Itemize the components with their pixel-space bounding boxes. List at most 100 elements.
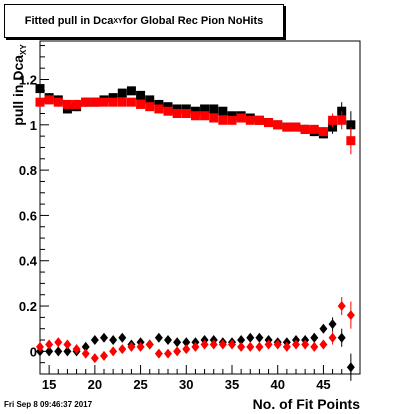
x-tick-label: 35 [225,377,239,392]
data-point [126,86,136,96]
data-point [200,339,209,350]
data-point [53,97,63,107]
data-point [292,339,300,350]
data-point [108,93,118,103]
data-point [172,108,182,118]
data-point [172,104,182,114]
data-point [310,341,319,352]
data-point [35,84,45,94]
x-tick-label: 20 [88,377,102,392]
data-point [254,115,264,125]
y-axis-label-subscript: XY [19,44,28,55]
data-point [90,335,99,346]
data-point [117,88,127,98]
chart-title: Fitted pull in Dca XY for Global Rec Pion… [4,4,284,38]
data-point [154,99,164,109]
data-point [346,120,356,130]
data-point [301,339,310,350]
data-point [45,346,54,357]
data-point [136,90,146,100]
data-point [291,122,301,132]
data-point [218,339,227,350]
data-point [273,339,282,350]
data-point [72,99,82,109]
data-point [200,111,210,121]
y-tick-label: 0 [30,344,37,359]
data-point [209,104,219,114]
timestamp: Fri Sep 8 09:46:37 2017 [4,400,93,409]
data-point [218,106,228,116]
y-axis-label: pull in DcaXY [10,44,28,125]
data-point [190,111,200,121]
series-1 [35,95,356,155]
data-point [181,108,191,118]
data-point [117,97,127,107]
data-point [145,95,155,105]
data-point [145,339,154,350]
data-point [173,337,182,348]
data-point [164,335,172,346]
data-point [346,310,355,321]
data-point [62,99,72,109]
data-point [218,115,228,125]
data-point [190,106,200,116]
x-tick-label: 45 [316,377,330,392]
data-point [163,106,173,116]
data-point [81,97,91,107]
data-point [227,115,237,125]
data-point [309,124,319,134]
data-point [90,97,100,107]
data-point [282,341,291,352]
data-point [191,341,200,352]
data-point [163,102,173,112]
chart-title-suffix: for Global Rec Pion NoHits [122,15,264,27]
data-point [255,341,264,352]
data-point [328,115,338,125]
x-tick-label: 30 [179,377,193,392]
data-point [182,344,191,355]
data-point [44,95,54,105]
data-point [346,136,356,146]
data-point [90,353,99,364]
data-point [209,113,219,123]
data-point [237,341,246,352]
data-point [346,362,355,373]
data-point [328,319,337,330]
data-point [264,118,274,128]
data-point [63,339,72,350]
data-point [136,341,145,352]
data-point [99,97,109,107]
data-point [164,348,172,359]
y-axis-label-main: pull in Dca [10,54,26,126]
y-tick-label: 0.4 [19,254,38,269]
data-point [245,115,255,125]
data-point [209,339,218,350]
data-point [227,111,237,121]
data-point [319,339,328,350]
y-tick-label: 1.2 [19,73,37,88]
data-point [173,346,182,357]
data-point [237,335,246,346]
data-point [109,335,118,346]
data-point [282,122,292,132]
data-point [328,332,337,343]
data-point [108,97,118,107]
data-point [246,332,255,343]
data-point [136,99,146,109]
data-point [154,332,163,343]
data-point [182,337,191,348]
data-point [319,323,328,334]
data-point [337,301,346,312]
data-point [318,127,328,137]
data-point [118,332,127,343]
plot-frame [39,40,361,375]
x-tick-label: 15 [42,377,56,392]
data-point [118,344,127,355]
data-point [81,341,90,352]
data-point [72,344,81,355]
data-point [154,348,163,359]
y-tick-label: 0.8 [19,163,37,178]
y-tick-label: 1 [30,118,37,133]
data-point [236,113,246,123]
